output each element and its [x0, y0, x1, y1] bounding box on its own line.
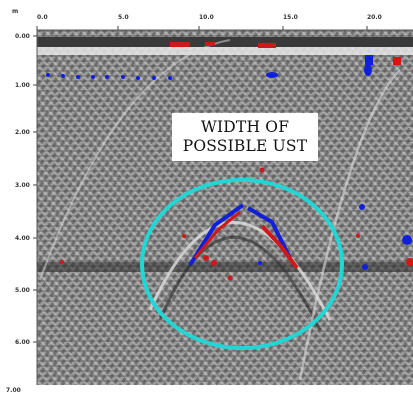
reflection-dot — [121, 75, 125, 79]
x-tick-label: 10.0 — [199, 14, 214, 21]
y-tick-label: 5.00 — [15, 287, 30, 294]
reflection-dot — [168, 76, 172, 80]
radar-image — [37, 30, 413, 385]
reflection-dot — [364, 64, 372, 76]
reflection-dot — [46, 73, 50, 77]
x-tick-label: 20.0 — [367, 14, 382, 21]
reflection-mark — [258, 43, 276, 48]
x-tick-label: 5.0 — [118, 14, 129, 21]
reflection-dot — [91, 75, 95, 79]
ust-hyperbola-reflections — [60, 167, 413, 281]
y-tick-label: 7.00 — [6, 387, 21, 394]
y-tick-label: 4.00 — [15, 235, 30, 242]
reflection-dot — [266, 72, 278, 78]
x-axis-ticks: 0.0 5.0 10.0 15.0 20.0 — [37, 14, 382, 21]
corner-unit-label: m — [12, 8, 18, 15]
reflection-dot — [76, 75, 80, 79]
annotation-line-1: WIDTH OF — [200, 118, 290, 136]
reflection-dot — [136, 76, 140, 80]
y-tick-label: 1.00 — [15, 82, 30, 89]
highlight-ellipse — [140, 178, 344, 350]
y-tick-label: 0.00 — [15, 33, 30, 40]
reflection-dot — [152, 76, 156, 80]
reflection-mark — [170, 42, 190, 47]
x-tick-label: 0.0 — [37, 14, 48, 21]
reflection-dot — [61, 74, 65, 78]
x-tick-label: 15.0 — [283, 14, 298, 21]
y-tick-label: 2.00 — [15, 129, 30, 136]
reflection-dot — [105, 75, 109, 79]
y-axis-ticks: 0.00 1.00 2.00 3.00 4.00 5.00 6.00 7.00 — [6, 33, 30, 394]
annotation-label: WIDTH OF POSSIBLE UST — [172, 113, 318, 161]
annotation-line-2: POSSIBLE UST — [182, 137, 308, 155]
reflection-mark — [205, 42, 215, 46]
reflection-mark — [365, 55, 373, 65]
y-tick-label: 3.00 — [15, 182, 30, 189]
shallow-point-reflections — [46, 64, 372, 80]
surface-reflections — [170, 42, 401, 65]
reflection-mark — [393, 57, 401, 65]
y-tick-label: 6.00 — [15, 339, 30, 346]
